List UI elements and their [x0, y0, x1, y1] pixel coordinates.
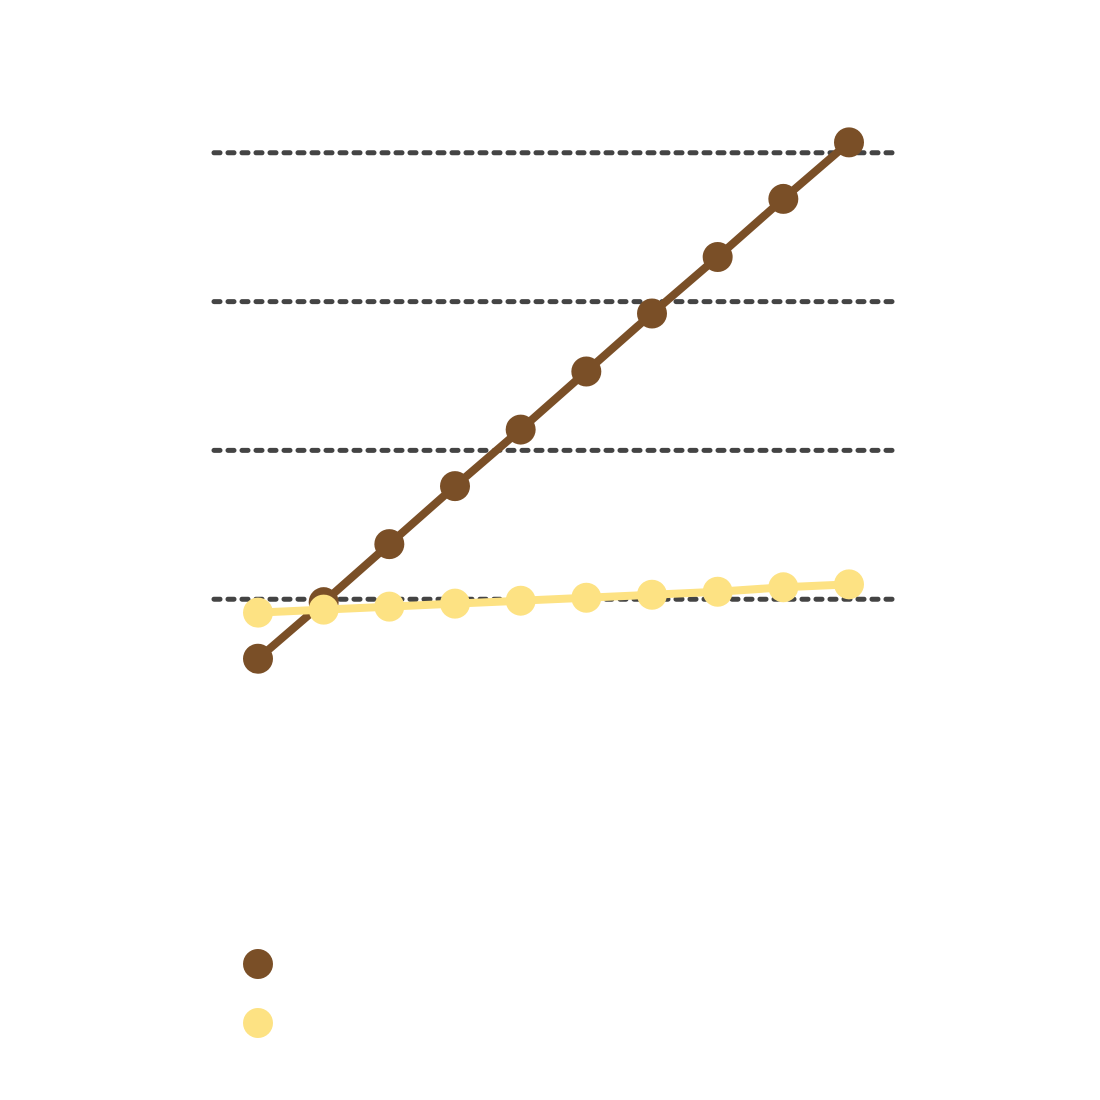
series-2-point-6 [571, 582, 602, 613]
series-1-point-4 [440, 471, 470, 502]
series-2-point-9 [768, 572, 799, 603]
series-2-point-7 [637, 579, 667, 610]
series-2-point-5 [505, 585, 536, 616]
series-1-point-9 [768, 183, 799, 214]
series-1-point-7 [637, 298, 667, 329]
legend [243, 949, 273, 1038]
series-1-point-8 [702, 241, 733, 272]
legend-marker-series-1 [243, 949, 273, 979]
grid-layer [211, 150, 903, 602]
series-1-point-1 [243, 643, 273, 674]
series-layer [243, 127, 864, 674]
series-2-point-4 [440, 588, 470, 619]
series-1-line [254, 138, 853, 663]
series-2-point-2 [308, 594, 339, 625]
series-1-point-5 [505, 414, 536, 445]
series-1 [243, 127, 864, 674]
series-2-point-1 [243, 597, 273, 628]
series-2-point-8 [702, 576, 733, 607]
series-1-point-10 [834, 127, 864, 158]
series-1-point-6 [571, 356, 602, 387]
legend-marker-series-2 [243, 1008, 273, 1038]
series-2-point-3 [374, 591, 405, 622]
series-2-point-10 [834, 569, 864, 600]
series-1-point-3 [374, 529, 405, 560]
series-2 [243, 569, 864, 628]
series-2-line [254, 580, 853, 617]
